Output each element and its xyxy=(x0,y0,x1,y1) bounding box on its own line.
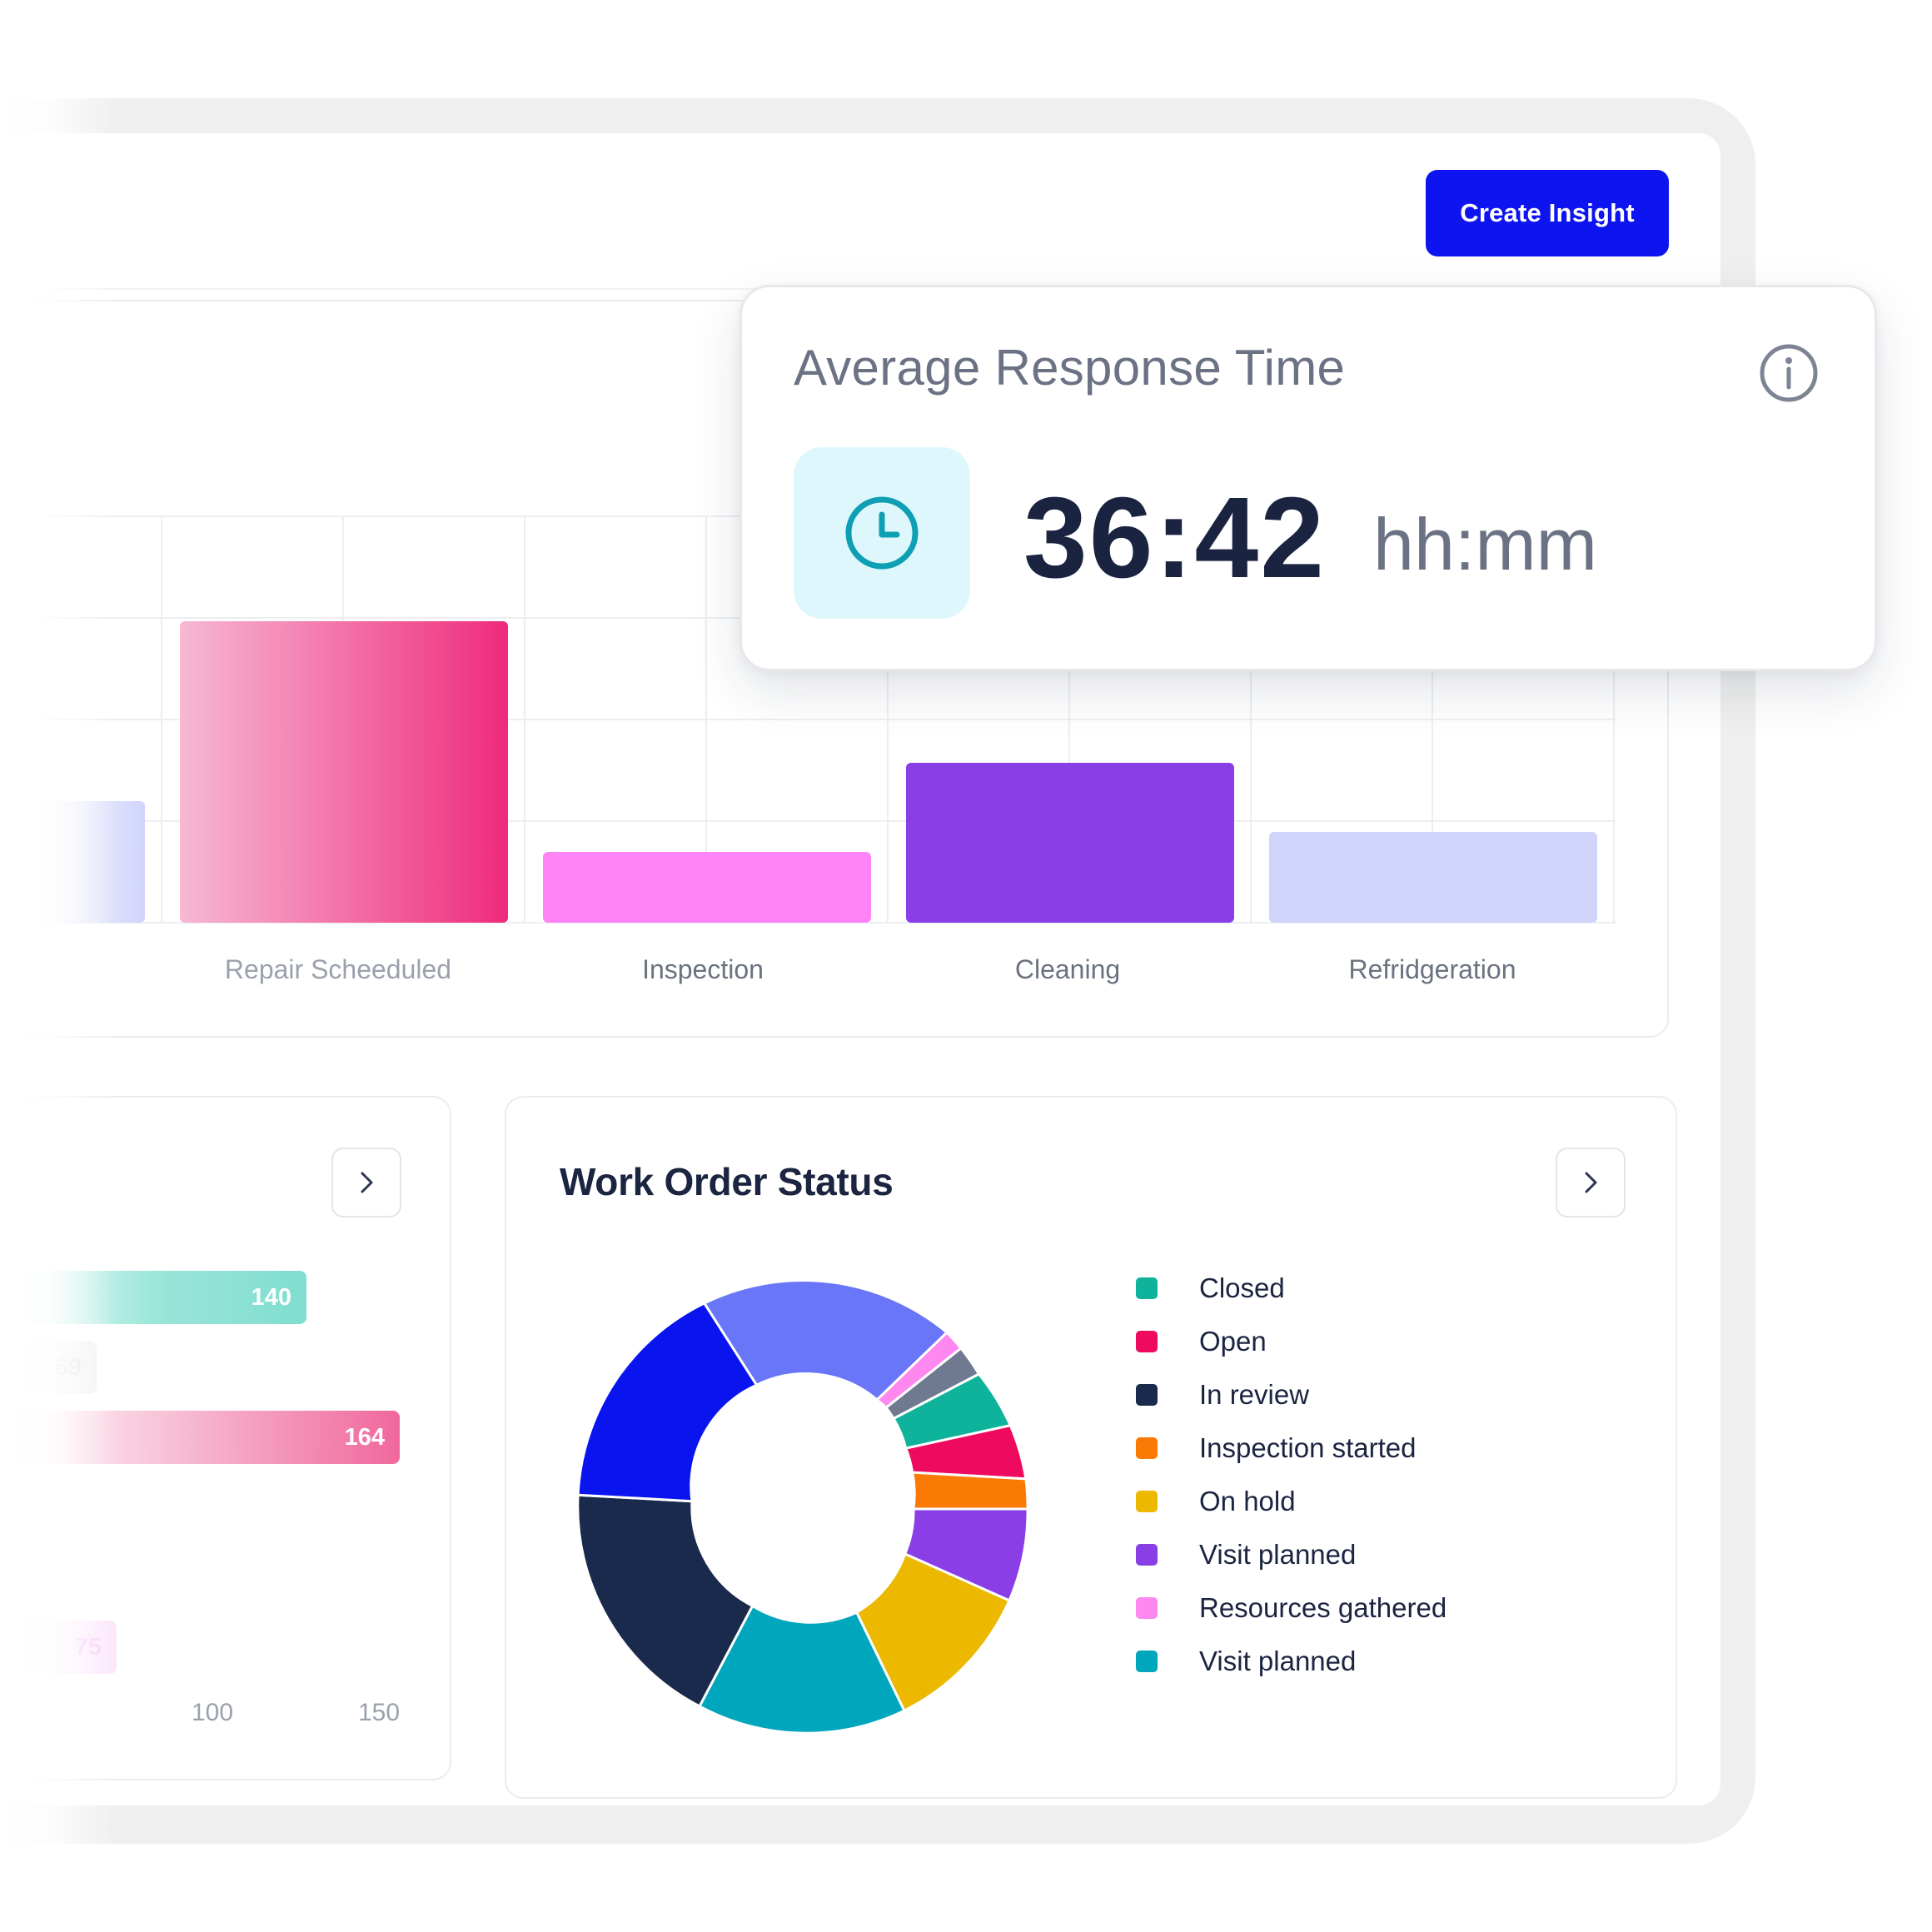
legend-label: Visit planned xyxy=(1199,1539,1357,1570)
response-time-value: 36:42 xyxy=(1023,474,1326,602)
bar-label-refridgeration: Refridgeration xyxy=(1348,954,1516,984)
legend-item-visit-planned-2: Visit planned xyxy=(1136,1645,1356,1678)
legend-label: Inspection started xyxy=(1199,1432,1417,1463)
legend-swatch xyxy=(1136,1437,1158,1459)
legend-item-inspection-started: Inspection started xyxy=(1136,1432,1417,1465)
axis-tick-150: 150 xyxy=(358,1699,401,1726)
legend-label: Resources gathered xyxy=(1199,1592,1447,1623)
hbar-1-value: 140 xyxy=(251,1283,291,1311)
bar-label-repair-scheduled: Repair Scheeduled xyxy=(224,954,452,984)
legend-swatch xyxy=(1136,1277,1158,1299)
info-icon[interactable] xyxy=(1758,342,1820,404)
chevron-right-icon xyxy=(1585,1172,1597,1193)
legend-item-on-hold: On hold xyxy=(1136,1485,1296,1518)
hbar-4-value: 75 xyxy=(74,1633,102,1661)
hbar-3-value: 164 xyxy=(344,1423,385,1451)
legend-label: Visit planned xyxy=(1199,1646,1357,1676)
legend-swatch xyxy=(1136,1331,1158,1352)
response-time-unit: hh:mm xyxy=(1373,503,1597,585)
axis-tick-100: 100 xyxy=(192,1699,234,1726)
average-response-time-card[interactable]: Average Response Time 36:42 hh:mm xyxy=(739,285,1877,671)
legend-swatch xyxy=(1136,1597,1158,1619)
legend-item-resources-gathered: Resources gathered xyxy=(1136,1591,1447,1625)
legend-item-in-review: In review xyxy=(1136,1378,1309,1412)
bar-label-inspection: Inspection xyxy=(642,954,764,984)
legend-item-open: Open xyxy=(1136,1325,1267,1358)
legend-swatch xyxy=(1136,1384,1158,1406)
response-time-title: Average Response Time xyxy=(794,340,1346,396)
create-insight-button[interactable]: Create Insight xyxy=(1426,170,1669,256)
legend-swatch xyxy=(1136,1651,1158,1672)
legend-label: On hold xyxy=(1199,1486,1296,1516)
clock-tile xyxy=(794,447,970,619)
hbar-2: 69 xyxy=(0,1341,97,1394)
work-order-status-title: Work Order Status xyxy=(560,1160,894,1203)
work-order-next-button[interactable] xyxy=(1556,1148,1626,1217)
legend-item-visit-planned: Visit planned xyxy=(1136,1538,1356,1571)
divider xyxy=(50,288,883,290)
legend-swatch xyxy=(1136,1544,1158,1566)
legend-item-closed: Closed xyxy=(1136,1272,1285,1305)
legend-label: Closed xyxy=(1199,1272,1285,1303)
legend-label: Open xyxy=(1199,1326,1267,1357)
hbar-2-value: 69 xyxy=(54,1353,82,1381)
hbar-1: 140 xyxy=(0,1271,306,1324)
clock-icon xyxy=(845,496,919,570)
hbar-3: 164 xyxy=(0,1411,400,1464)
legend-label: In review xyxy=(1199,1379,1310,1410)
hbar-4: 75 xyxy=(0,1621,117,1674)
left-card-next-button[interactable] xyxy=(331,1148,401,1217)
bar-label-cleaning: Cleaning xyxy=(1014,954,1121,984)
chevron-right-icon xyxy=(361,1172,373,1193)
legend-swatch xyxy=(1136,1491,1158,1512)
